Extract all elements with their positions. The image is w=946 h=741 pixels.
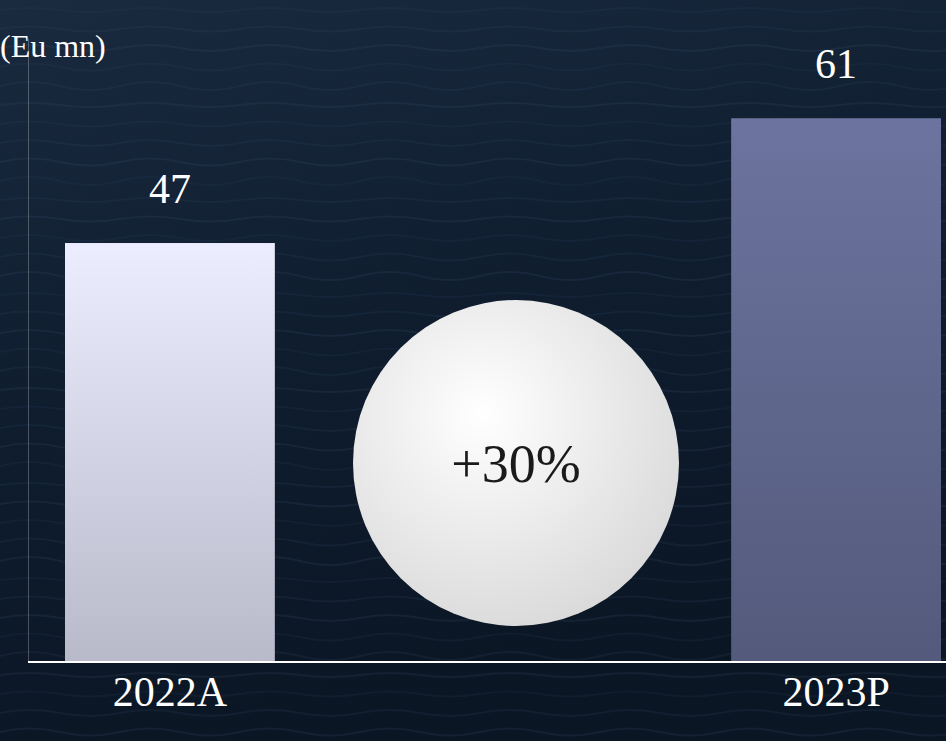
data-label: 61 bbox=[815, 41, 857, 87]
wave bbox=[0, 82, 946, 90]
x-tick: 2022A bbox=[113, 662, 228, 715]
y-axis bbox=[28, 39, 29, 663]
x-tick-label: 2023P bbox=[782, 669, 889, 715]
background bbox=[0, 0, 946, 741]
x-tick: 2023P bbox=[782, 662, 889, 715]
wave bbox=[0, 8, 946, 12]
wave bbox=[0, 45, 946, 51]
wave bbox=[0, 103, 946, 107]
annotation: +30% bbox=[451, 434, 580, 494]
chart: 2022A 2023P 47 61 (Eu mn) +30% bbox=[0, 0, 946, 741]
unit-label: (Eu mn) bbox=[0, 28, 106, 64]
wave bbox=[0, 64, 946, 71]
y-axis-line bbox=[28, 39, 29, 663]
wave bbox=[0, 27, 946, 32]
bar bbox=[731, 118, 941, 662]
x-axis: 2022A 2023P bbox=[113, 662, 890, 715]
wave bbox=[0, 729, 946, 736]
bar bbox=[65, 243, 275, 662]
bars bbox=[65, 118, 941, 662]
data-labels: 47 61 bbox=[149, 41, 857, 212]
texture bbox=[0, 8, 946, 741]
baseline bbox=[28, 661, 946, 663]
data-label: 47 bbox=[149, 166, 191, 212]
x-tick-label: 2022A bbox=[113, 669, 228, 715]
annotation-circle bbox=[353, 300, 679, 626]
